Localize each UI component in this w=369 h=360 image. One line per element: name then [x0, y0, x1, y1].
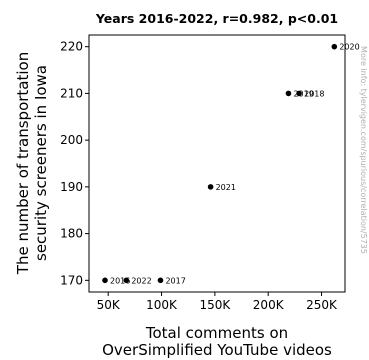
data-point-2018 [296, 90, 302, 97]
x-tick-label: 100K [146, 298, 178, 312]
x-tick-label: 50K [97, 298, 121, 312]
x-axis-label-line-2: OverSimplified YouTube videos [102, 341, 332, 359]
x-tick-label: 250K [306, 298, 338, 312]
x-tick-label: 200K [253, 298, 285, 312]
y-tick-label: 210 [60, 86, 83, 100]
y-axis-label-line-1: The number of transportation [14, 52, 32, 275]
chart-title: Years 2016-2022, r=0.982, p<0.01 [95, 11, 338, 26]
x-tick-label: 150K [199, 298, 231, 312]
data-label-2016: 2016 [110, 276, 130, 285]
y-axis-ticks: 170 180 190 200 210 220 [60, 40, 89, 287]
y-tick-label: 170 [60, 273, 83, 287]
x-axis-label-line-1: Total comments on [145, 324, 288, 342]
x-axis-label: Total comments on OverSimplified YouTube… [102, 324, 332, 359]
data-label-2017: 2017 [165, 276, 185, 285]
y-tick-label: 220 [60, 40, 83, 54]
data-point-2016 [102, 277, 108, 284]
data-label-2021: 2021 [216, 183, 236, 192]
data-label-2022: 2022 [131, 276, 151, 285]
x-axis-ticks: 50K 100K 150K 200K 250K [97, 292, 338, 312]
watermark-text: More info: tylervigen.com/spurious/corre… [359, 46, 368, 254]
y-tick-label: 200 [60, 133, 83, 147]
data-point-2020 [331, 43, 338, 50]
y-tick-label: 180 [60, 227, 83, 241]
data-point-2017 [157, 277, 164, 284]
data-label-2020: 2020 [339, 43, 359, 52]
data-point-2019 [285, 90, 292, 97]
data-point-2021 [207, 184, 214, 190]
y-axis-label: The number of transportation security sc… [14, 52, 50, 275]
y-axis-label-line-2: security screeners in Iowa [32, 65, 50, 261]
data-label-2018: 2018 [304, 89, 324, 98]
data-point-2022 [123, 277, 130, 284]
y-tick-label: 190 [60, 180, 83, 194]
plot-frame [88, 34, 346, 293]
data-label-2019: 2019 [293, 89, 313, 98]
